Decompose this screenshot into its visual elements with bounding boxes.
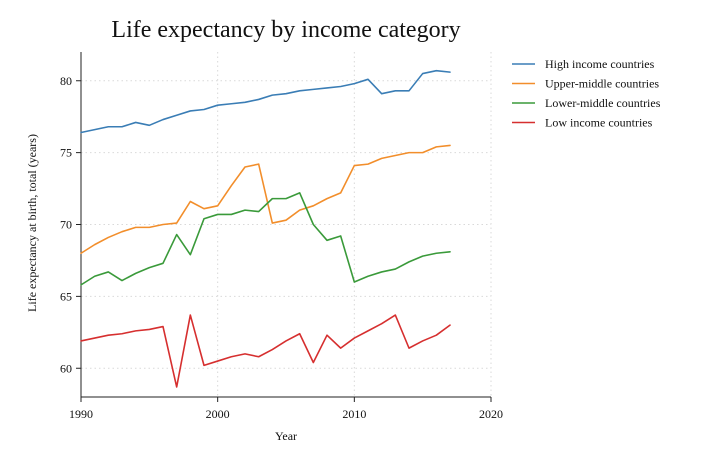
legend-label: Lower-middle countries: [545, 96, 661, 110]
chart-title: Life expectancy by income category: [111, 17, 460, 43]
series-line-lower-middle-countries: [80, 192, 451, 286]
legend: High income countries Upper-middle countr…: [512, 57, 661, 130]
x-axis-title: Year: [275, 429, 297, 443]
legend-label: Low income countries: [545, 116, 653, 130]
x-tick-label: 2020: [479, 407, 503, 421]
y-tick-label: 75: [60, 146, 72, 160]
x-tick-label: 2000: [206, 407, 230, 421]
y-tick-label: 80: [60, 74, 72, 88]
x-tick-label: 1990: [69, 407, 93, 421]
grid-layer: [80, 52, 492, 397]
y-tick-label: 70: [60, 218, 72, 232]
series-line-high-income-countries: [80, 69, 451, 134]
y-tick-label: 60: [60, 361, 72, 375]
x-tick-label: 2010: [342, 407, 366, 421]
legend-label: High income countries: [545, 57, 655, 71]
y-tick-label: 65: [60, 289, 72, 303]
legend-label: Upper-middle countries: [545, 77, 659, 91]
series-line-low-income-countries: [80, 314, 451, 388]
series-layer: [80, 69, 451, 388]
series-line-upper-middle-countries: [80, 144, 451, 255]
y-axis-title: Life expectancy at birth, total (years): [25, 134, 39, 312]
axis-layer: 60 65 70 75 80 1990 2000 2010 2020: [60, 52, 503, 421]
